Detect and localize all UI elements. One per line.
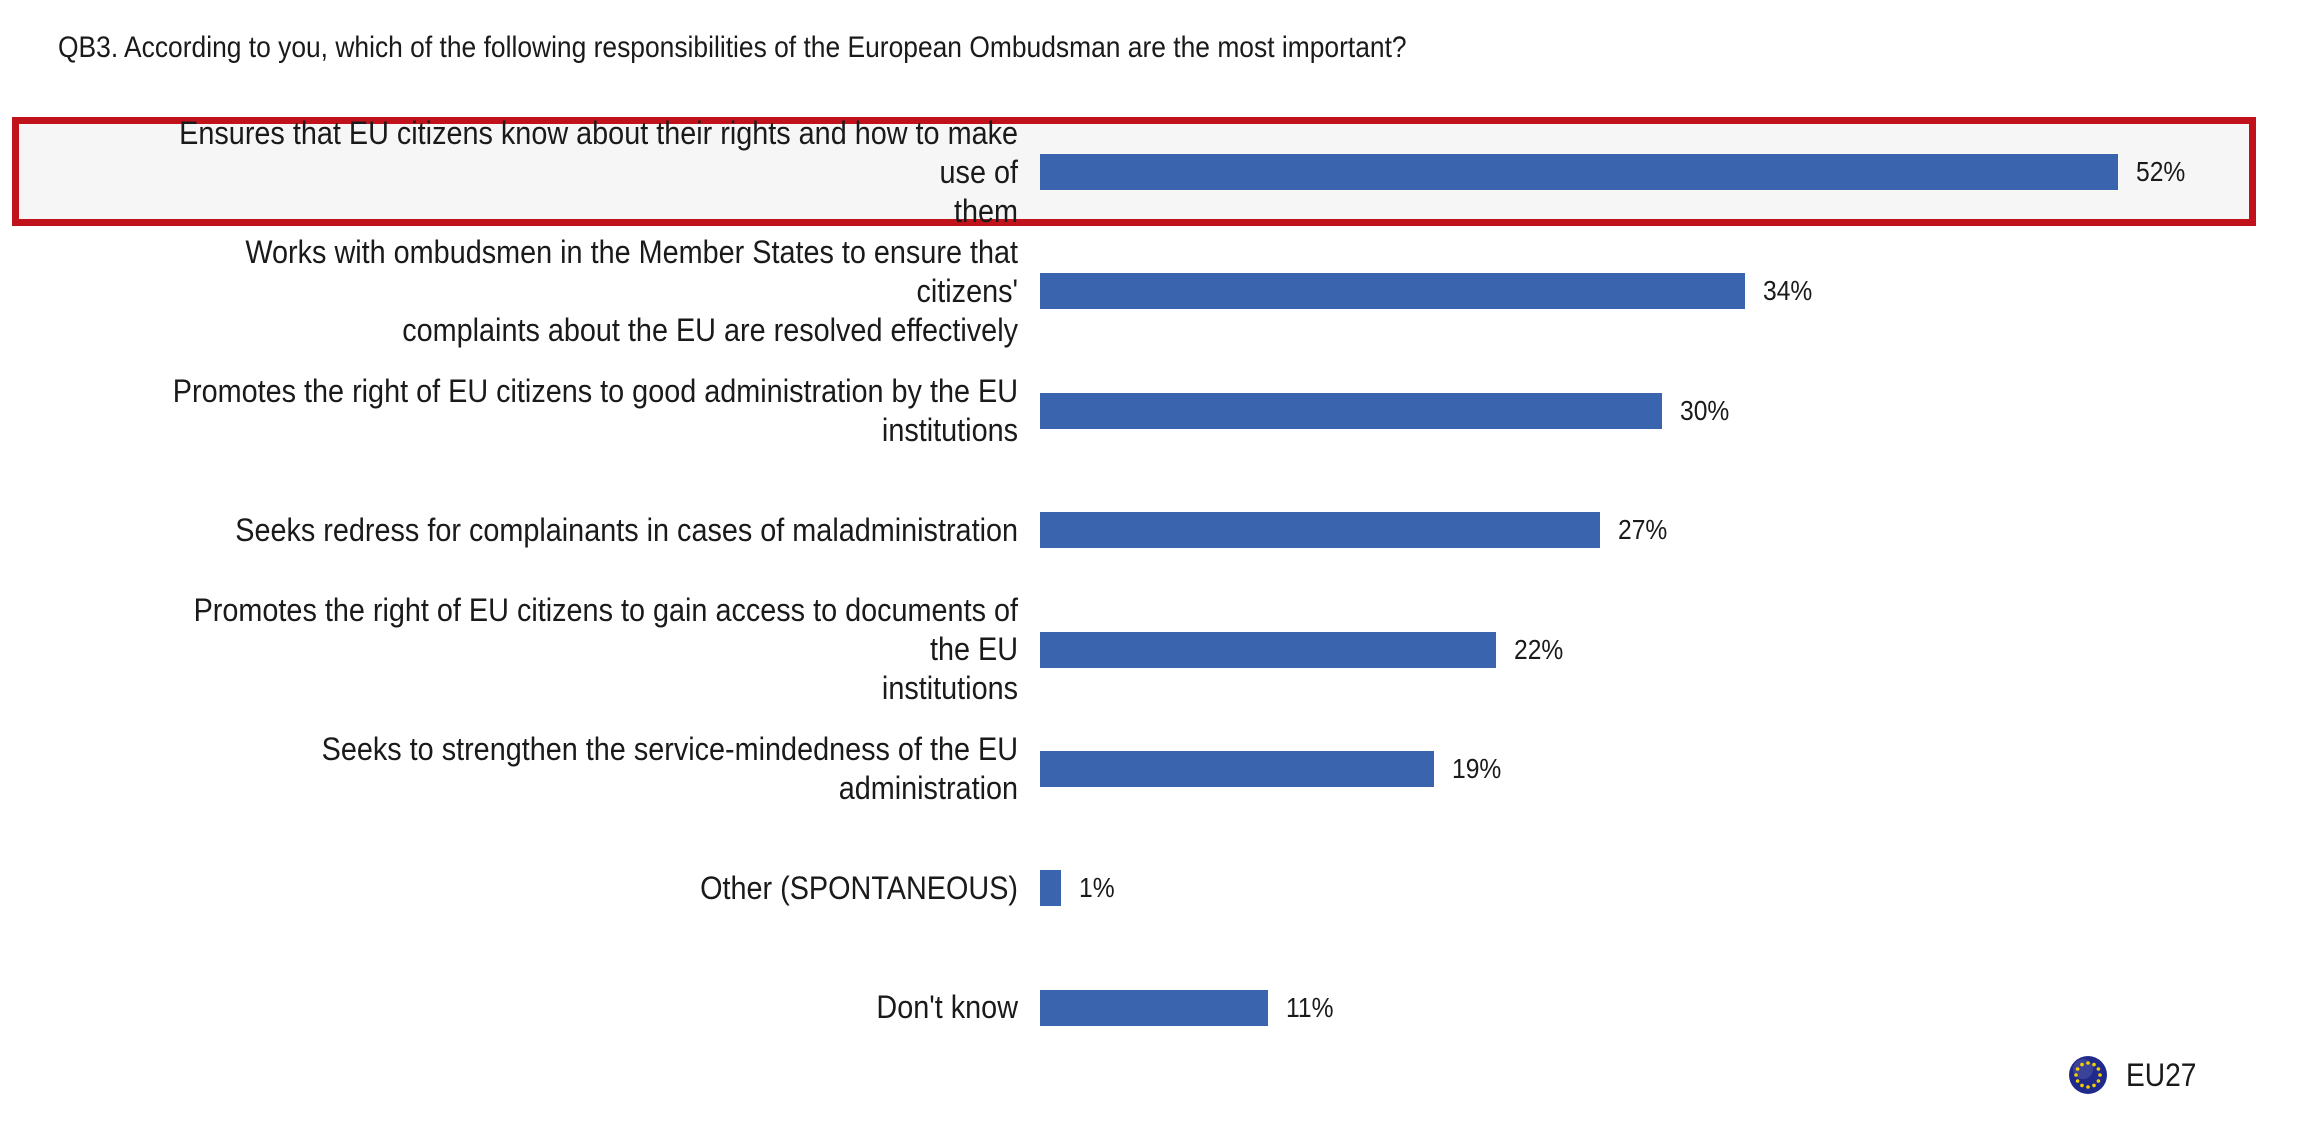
value-label: 27% — [1617, 514, 1668, 546]
bar — [1040, 989, 1269, 1026]
value-label: 52% — [2136, 156, 2186, 187]
category-label: Promotes the right of EU citizens to goo… — [172, 372, 1019, 448]
category-label: Seeks redress for complainants in cases … — [235, 511, 1018, 548]
category-label: Other (SPONTANEOUS) — [700, 869, 1018, 906]
category-label: Seeks to strengthen the service-mindedne… — [321, 731, 1018, 806]
value-label: 11% — [1286, 991, 1334, 1023]
eu-flag-icon — [2069, 1056, 2107, 1094]
bar — [1040, 154, 2118, 190]
category-label: Ensures that EU citizens know about thei… — [179, 114, 1018, 229]
value-label: 19% — [1451, 753, 1502, 784]
legend: EU27 — [2068, 1055, 2206, 1095]
bar — [1040, 512, 1600, 549]
value-label: 34% — [1762, 275, 1813, 307]
bar — [1040, 870, 1061, 907]
bar — [1040, 751, 1434, 787]
chart-title: QB3. According to you, which of the foll… — [58, 31, 1407, 64]
bar — [1040, 392, 1662, 429]
value-label: 30% — [1679, 394, 1730, 426]
value-label: 1% — [1078, 872, 1115, 904]
category-label: Works with ombudsmen in the Member State… — [245, 233, 1018, 348]
value-label: 22% — [1514, 633, 1564, 665]
category-label: Promotes the right of EU citizens to gai… — [193, 592, 1019, 707]
bar — [1040, 631, 1497, 668]
bar — [1040, 273, 1745, 310]
legend-label: EU27 — [2126, 1056, 2197, 1093]
category-label: Don't know — [876, 989, 1018, 1026]
